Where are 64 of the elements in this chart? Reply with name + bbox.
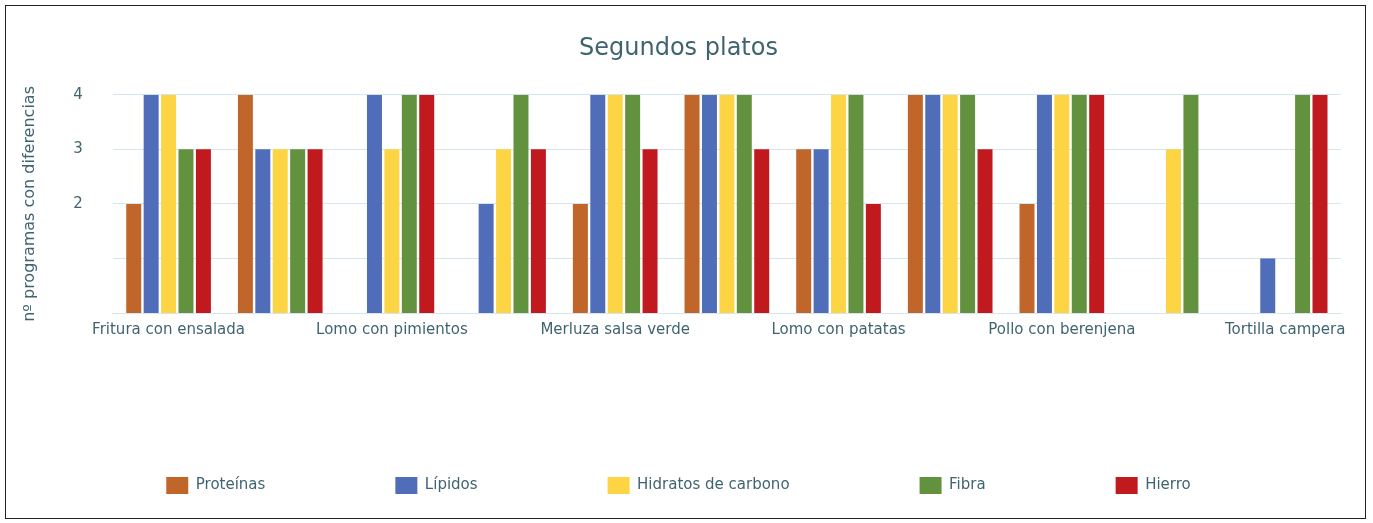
bar <box>126 203 142 313</box>
legend-label: Fibra <box>949 475 986 494</box>
bar <box>272 149 288 313</box>
bar <box>590 94 606 313</box>
bar <box>796 149 812 313</box>
bar <box>813 149 829 313</box>
bar <box>143 94 159 313</box>
y-tick-label: 2 <box>73 193 83 212</box>
x-tick-label: Lomo con patatas <box>771 319 906 338</box>
bar <box>684 94 700 313</box>
bar <box>701 94 717 313</box>
bar <box>1295 94 1311 313</box>
bar <box>925 94 941 313</box>
bar <box>907 94 923 313</box>
bar <box>942 94 958 313</box>
x-tick-label: Merluza salsa verde <box>540 319 690 338</box>
bar <box>237 94 253 313</box>
y-axis-title: nº programas con diferencias <box>18 86 38 322</box>
bar <box>1054 94 1070 313</box>
legend-label: Proteínas <box>195 475 266 494</box>
bar <box>1166 149 1181 313</box>
bar <box>195 149 211 313</box>
bar <box>530 149 546 313</box>
bar <box>161 94 177 313</box>
x-tick-label: Fritura con ensalada <box>92 319 246 338</box>
bar <box>865 203 881 313</box>
bar <box>478 203 494 313</box>
bar <box>754 149 770 313</box>
bar <box>255 149 271 313</box>
bar <box>366 94 382 313</box>
bar <box>513 94 529 313</box>
chart-title: Segundos platos <box>579 32 778 61</box>
bar <box>736 94 752 313</box>
legend-label: Lípidos <box>424 475 478 494</box>
bar <box>1260 258 1276 313</box>
bar <box>178 149 194 313</box>
bar <box>307 149 323 313</box>
x-tick-label: Lomo con pimientos <box>316 319 468 338</box>
bar <box>419 94 435 313</box>
bar <box>290 149 306 313</box>
bar <box>719 94 735 313</box>
bar <box>384 149 400 313</box>
y-tick-label: 4 <box>73 84 83 103</box>
bar <box>848 94 864 313</box>
bar <box>831 94 847 313</box>
bar <box>1071 94 1087 313</box>
bar <box>977 149 993 313</box>
bar <box>625 94 641 313</box>
legend-label: Hierro <box>1145 475 1191 494</box>
bar <box>401 94 417 313</box>
bar <box>960 94 976 313</box>
bar <box>496 149 512 313</box>
y-tick-label: 3 <box>73 139 83 158</box>
x-tick-label: Tortilla campera <box>1223 319 1346 338</box>
bar <box>607 94 623 313</box>
bar <box>1036 94 1052 313</box>
bar <box>642 149 658 313</box>
legend-label: Hidratos de carbono <box>637 475 790 494</box>
bar <box>1312 94 1328 313</box>
bar <box>1183 94 1199 313</box>
bar <box>1089 94 1105 313</box>
bar <box>572 203 588 313</box>
x-tick-label: Pollo con berenjena <box>988 319 1136 338</box>
bar <box>1019 203 1035 313</box>
